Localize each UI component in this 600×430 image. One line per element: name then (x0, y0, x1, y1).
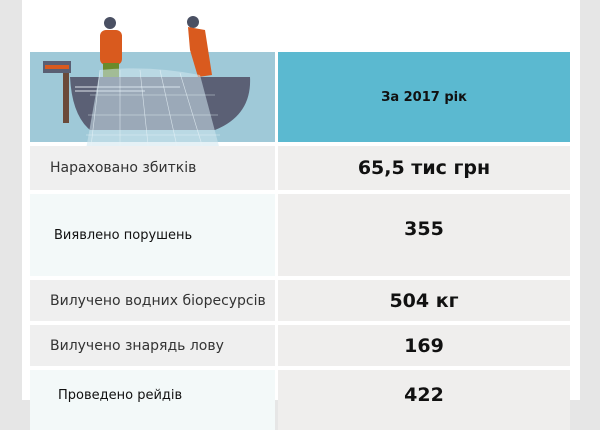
row-value-text: 169 (404, 334, 444, 357)
row-value: 422 (278, 370, 570, 430)
period-label: За 2017 рік (381, 89, 467, 105)
row-label-text: Вилучено знарядь лову (50, 337, 224, 354)
row-value-text: 65,5 тис грн (357, 157, 491, 179)
row-label: Виявлено порушень (30, 194, 275, 276)
row-value-text: 355 (404, 218, 444, 240)
row-value: 169 (278, 325, 570, 366)
fishing-net (85, 68, 220, 159)
row-value-text: 504 кг (389, 289, 459, 312)
row-label-text: Вилучено водних біоресурсів (50, 292, 266, 309)
row-label-text: Нараховано збитків (50, 160, 197, 176)
row-label: Проведено рейдів (30, 370, 275, 430)
row-label-text: Виявлено порушень (54, 227, 193, 243)
row-label-text: Проведено рейдів (58, 388, 183, 403)
row-label: Вилучено водних біоресурсів (30, 280, 275, 321)
fisherman-right (188, 27, 212, 77)
row-value: 65,5 тис грн (278, 146, 570, 190)
period-header: За 2017 рік (278, 52, 570, 142)
fishermen-illustration (43, 16, 251, 164)
row-value: 504 кг (278, 280, 570, 321)
row-label: Вилучено знарядь лову (30, 325, 275, 366)
row-value: 355 (278, 194, 570, 276)
row-value-text: 422 (404, 384, 444, 406)
fisherman-left (100, 30, 122, 65)
row-label: Нараховано збитків (30, 146, 275, 190)
